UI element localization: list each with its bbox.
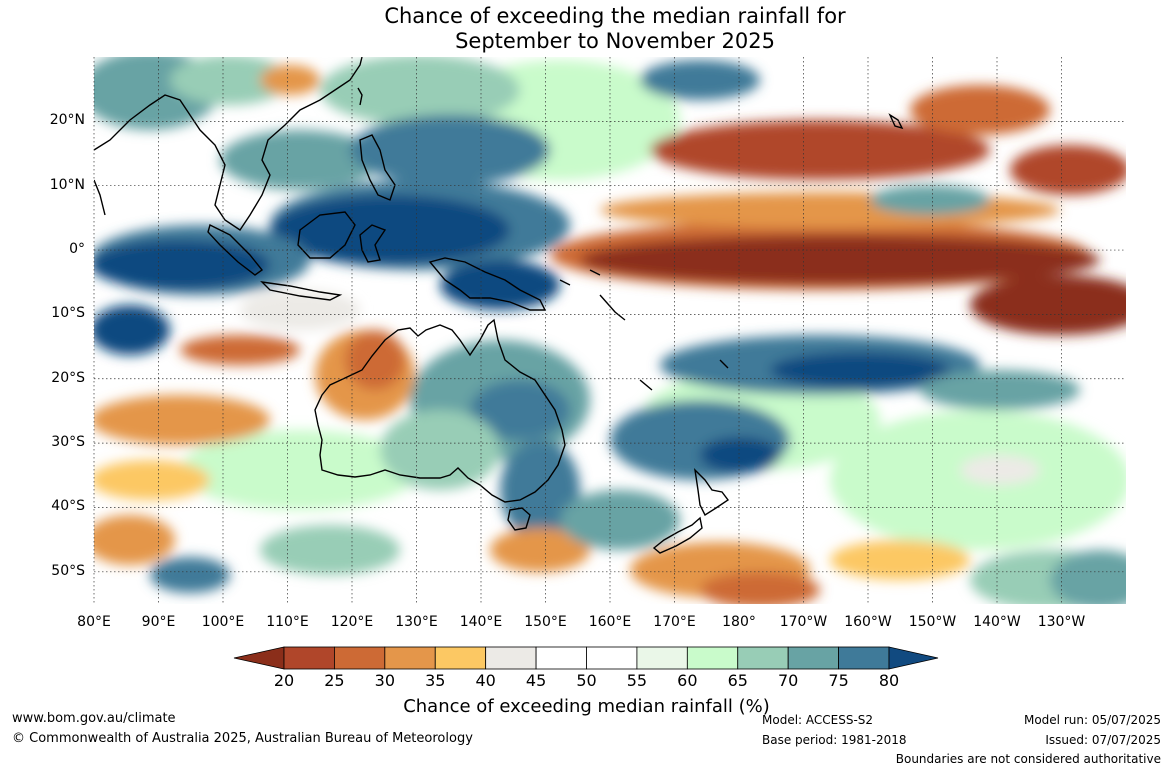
tasmania-coast <box>507 507 531 531</box>
pacific-islands <box>559 269 729 391</box>
colorbar-tick-label: 25 <box>324 671 345 690</box>
longitude-label: 160°E <box>588 614 632 630</box>
new-zealand-south <box>652 516 703 554</box>
colorbar-bin <box>485 646 537 670</box>
colorbar-bin <box>737 646 789 670</box>
colorbar-bin <box>686 646 739 670</box>
colorbar-bin <box>334 646 386 670</box>
philippines-coast <box>359 134 396 201</box>
latitude-label: 30°S <box>51 434 85 451</box>
model-name: Model: ACCESS-S2 <box>762 713 874 727</box>
map-gridlines <box>93 57 1126 604</box>
colorbar-bin <box>434 646 487 670</box>
colorbar-tick-label: 20 <box>273 671 295 690</box>
new-guinea-coast <box>428 257 547 311</box>
longitude-label: 110°E <box>266 614 309 630</box>
boundary-disclaimer: Boundaries are not considered authoritat… <box>895 752 1161 766</box>
website-link[interactable]: www.bom.gov.au/climate <box>12 711 176 726</box>
sulawesi-coast <box>359 224 387 263</box>
india-coast <box>94 179 106 216</box>
copyright-notice: © Commonwealth of Australia 2025, Austra… <box>12 731 473 746</box>
longitude-label: 90°E <box>141 614 176 630</box>
longitude-label: 150°W <box>908 614 957 630</box>
longitude-label: 140°W <box>973 614 1021 630</box>
colorbar-tick-label: 50 <box>576 671 597 690</box>
colorbar-tick-label: 30 <box>374 671 396 690</box>
colorbar-tick-label: 35 <box>425 671 446 690</box>
title-line-1: Chance of exceeding the median rainfall … <box>384 4 846 28</box>
colorbar-tick-label: 75 <box>828 671 849 690</box>
hawaii-coast <box>888 113 904 130</box>
colorbar-bin <box>384 646 436 670</box>
latitude-label: 50°S <box>51 562 85 579</box>
colorbar-tick-label: 60 <box>677 671 698 690</box>
longitude-label: 140°E <box>459 614 503 630</box>
longitude-label: 120°E <box>330 614 374 630</box>
colorbar-bin <box>586 646 638 670</box>
latitude-label: 40°S <box>51 498 85 515</box>
colorbar-label: Chance of exceeding median rainfall (%) <box>403 696 770 717</box>
rainfall-probability-map <box>93 57 1126 604</box>
borneo-coast <box>297 211 356 259</box>
model-run-date: Model run: 05/07/2025 <box>1023 713 1161 727</box>
colorbar-bin <box>535 646 587 670</box>
colorbar-tick-label: 65 <box>727 671 748 690</box>
latitude-label: 20°S <box>51 369 85 386</box>
base-period: Base period: 1981-2018 <box>762 733 907 747</box>
colorbar-bin <box>787 646 839 670</box>
longitude-label: 150°E <box>524 614 567 630</box>
asia-coast <box>94 57 363 231</box>
new-zealand-north <box>693 468 730 517</box>
colorbar-bin <box>838 646 890 670</box>
java-coast <box>260 281 343 301</box>
japan-coast <box>357 87 363 106</box>
colorbar-bin <box>283 646 335 670</box>
probability-field <box>94 57 1126 604</box>
sumatra-coast <box>207 223 264 276</box>
longitude-label: 170°E <box>653 614 696 630</box>
latitude-label: 10°N <box>49 176 85 193</box>
map-title: Chance of exceeding the median rainfall … <box>0 4 1173 54</box>
colorbar-tick-label: 55 <box>626 671 648 690</box>
colorbar-tick-label: 45 <box>525 671 547 690</box>
colorbar-tick-label: 70 <box>777 671 799 690</box>
latitude-label: 0° <box>69 241 85 258</box>
issued-date: Issued: 07/07/2025 <box>1045 733 1161 747</box>
australia-coast <box>314 318 566 503</box>
colorbar-high-arrow <box>888 646 939 670</box>
colorbar-tick-label: 80 <box>878 671 900 690</box>
longitude-label: 100°E <box>201 614 245 630</box>
longitude-label: 130°E <box>395 614 438 630</box>
latitude-label: 20°N <box>49 112 85 129</box>
title-line-2: September to November 2025 <box>455 29 775 53</box>
colorbar-bin <box>636 646 688 670</box>
longitude-label: 180° <box>722 614 756 630</box>
longitude-label: 130°W <box>1037 614 1086 630</box>
longitude-label: 80°E <box>77 614 111 630</box>
latitude-label: 10°S <box>51 305 85 322</box>
colorbar-tick-label: 40 <box>475 671 496 690</box>
coastlines <box>94 57 904 554</box>
longitude-label: 170°W <box>779 614 828 630</box>
longitude-label: 160°W <box>844 614 892 630</box>
colorbar-low-arrow <box>233 646 285 670</box>
